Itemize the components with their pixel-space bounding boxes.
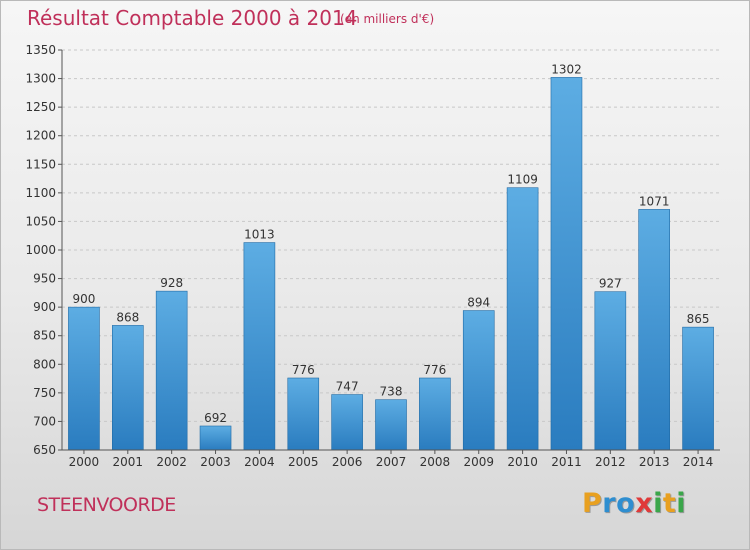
bar-2003	[199, 425, 232, 451]
bar-2014	[682, 326, 714, 451]
value-label-2011: 1302	[551, 62, 582, 76]
y-tick-label: 700	[33, 414, 56, 428]
y-tick-label: 950	[33, 272, 56, 286]
bar-2006	[331, 394, 363, 451]
value-label-2006: 747	[336, 380, 359, 394]
x-tick-label-2012: 2012	[595, 455, 626, 469]
logo-letter: t	[662, 488, 677, 519]
logo-letter: r	[602, 488, 617, 519]
x-tick-label-2001: 2001	[113, 455, 144, 469]
logo-letter: P	[582, 488, 603, 519]
labels: 650 700 750 800 850 900 950 1000 1050 1100 1150 120…	[25, 43, 713, 469]
x-tick-label-2002: 2002	[156, 455, 187, 469]
logo-letter: i	[676, 488, 687, 519]
y-tick-label: 800	[33, 357, 56, 371]
commune-name: STEENVOORDE	[37, 494, 176, 516]
bar-2009	[462, 310, 495, 451]
y-tick-label: 650	[33, 443, 56, 457]
x-tick-label-2010: 2010	[507, 455, 538, 469]
y-tick-label: 850	[33, 329, 56, 343]
logo-letter: o	[616, 488, 636, 519]
bar-2013	[638, 209, 671, 451]
value-label-2002: 928	[160, 276, 183, 290]
y-tick-label: 1200	[25, 129, 56, 143]
y-tick-label: 1050	[25, 214, 56, 228]
logo-letter: i	[653, 488, 663, 519]
bar-2008	[419, 377, 451, 451]
bar-2002	[155, 290, 188, 451]
bar-2011	[550, 77, 583, 451]
y-tick-label: 1000	[25, 243, 56, 257]
y-tick-label: 1100	[25, 186, 56, 200]
x-tick-label-2004: 2004	[244, 455, 275, 469]
value-label-2004: 1013	[244, 228, 275, 242]
y-tick-label: 1350	[25, 43, 56, 57]
x-tick-label-2006: 2006	[332, 455, 363, 469]
bar-2000	[68, 306, 100, 451]
value-label-2013: 1071	[639, 194, 670, 208]
value-label-2001: 868	[116, 310, 139, 324]
x-tick-label-2014: 2014	[683, 455, 714, 469]
chart-title: Résultat Comptable 2000 à 2014	[27, 6, 358, 30]
value-label-2000: 900	[72, 292, 95, 306]
logo-letter: x	[635, 488, 654, 519]
value-label-2003: 692	[204, 411, 227, 425]
value-label-2014: 865	[687, 312, 710, 326]
value-label-2008: 776	[423, 363, 446, 377]
value-label-2007: 738	[380, 385, 403, 399]
x-tick-label-2009: 2009	[463, 455, 494, 469]
chart-unit-note: (en milliers d'€)	[340, 12, 435, 26]
y-tick-label: 1250	[25, 100, 56, 114]
y-tick-label: 900	[33, 300, 56, 314]
bar-2005	[287, 377, 320, 451]
y-tick-label: 1150	[25, 157, 56, 171]
value-label-2012: 927	[599, 277, 622, 291]
bar-2007	[375, 399, 407, 451]
axes	[58, 49, 720, 454]
x-tick-label-2013: 2013	[639, 455, 670, 469]
bars	[68, 77, 714, 451]
bar-2010	[506, 187, 539, 451]
x-tick-label-2005: 2005	[288, 455, 319, 469]
x-tick-label-2011: 2011	[551, 455, 582, 469]
x-tick-label-2003: 2003	[200, 455, 231, 469]
y-tick-label: 1300	[25, 72, 56, 86]
bar-2004	[243, 242, 276, 451]
x-tick-label-2007: 2007	[376, 455, 407, 469]
x-tick-label-2000: 2000	[69, 455, 100, 469]
y-tick-label: 750	[33, 386, 56, 400]
value-label-2010: 1109	[507, 173, 538, 187]
proxiti-logo: Proxiti	[582, 488, 686, 519]
bar-2001	[112, 325, 144, 451]
x-tick-label-2008: 2008	[420, 455, 451, 469]
value-label-2009: 894	[467, 296, 490, 310]
value-label-2005: 776	[292, 363, 315, 377]
bar-2012	[594, 291, 627, 451]
